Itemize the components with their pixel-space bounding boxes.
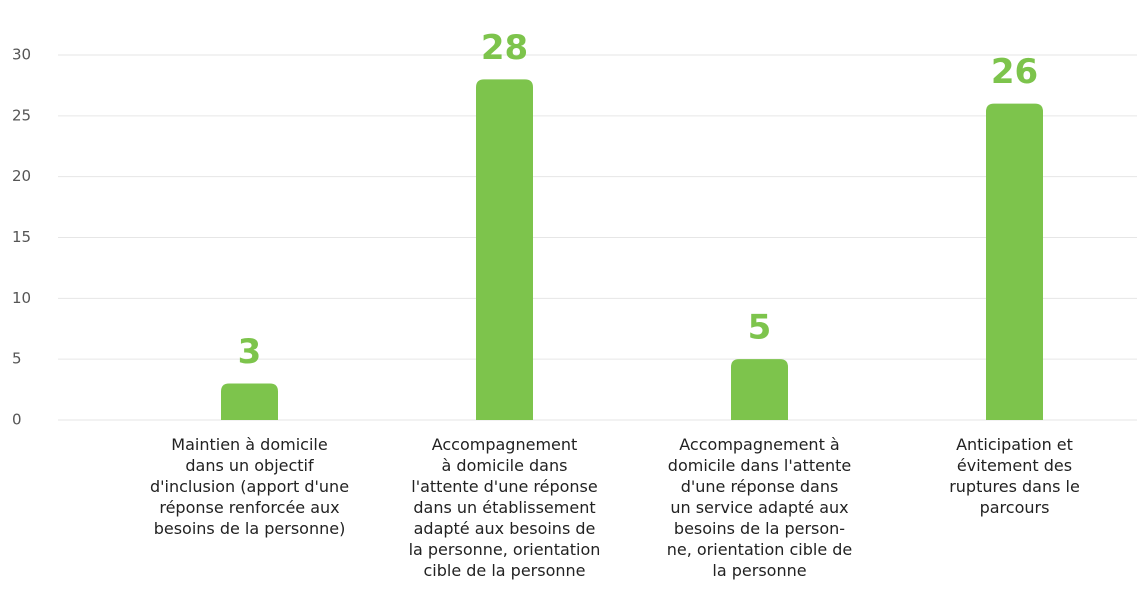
- x-tick-label-line: l'attente d'une réponse: [411, 477, 597, 496]
- x-tick-label-line: Anticipation et: [956, 435, 1073, 454]
- x-tick-label-line: dans un objectif: [185, 456, 314, 475]
- value-label: 5: [748, 308, 772, 348]
- bar: [476, 79, 533, 420]
- x-tick-label-line: Accompagnement à: [679, 435, 839, 454]
- y-tick-label: 30: [12, 46, 31, 64]
- x-tick-label: Accompagnement à domicile dans l'attente d…: [667, 435, 853, 580]
- x-tick-label-line: la personne, orientation: [409, 540, 601, 559]
- x-tick-label-line: d'inclusion (apport d'une: [150, 477, 349, 496]
- y-tick-label: 5: [12, 350, 22, 368]
- value-label: 3: [238, 332, 262, 372]
- bar: [731, 359, 788, 420]
- y-tick-label: 0: [12, 411, 22, 429]
- x-tick-label-line: évitement des: [957, 456, 1072, 475]
- bar: [221, 383, 278, 420]
- y-tick-label: 15: [12, 228, 31, 246]
- y-tick-label: 25: [12, 106, 31, 124]
- x-tick-label-line: dans un établissement: [413, 498, 595, 517]
- x-tick-label-line: ne, orientation cible de: [667, 540, 853, 559]
- x-tick-label: Accompagnement à domicile dans l'attente d…: [409, 435, 601, 580]
- x-tick-label: Anticipation et évitement des ruptures dan…: [949, 435, 1080, 517]
- x-tick-label-line: domicile dans l'attente: [668, 456, 851, 475]
- x-tick-label-line: Accompagnement: [432, 435, 578, 454]
- x-tick-label-line: Maintien à domicile: [171, 435, 327, 454]
- x-tick-label-line: réponse renforcée aux: [159, 498, 339, 517]
- x-tick-label-line: cible de la personne: [423, 561, 585, 580]
- x-tick-label-line: adapté aux besoins de: [414, 519, 596, 538]
- x-tick-label-line: besoins de la person-: [674, 519, 845, 538]
- bar: [986, 103, 1043, 421]
- x-tick-label-line: parcours: [980, 498, 1050, 517]
- x-tick-label-line: un service adapté aux: [670, 498, 848, 517]
- x-tick-label-line: à domicile dans: [442, 456, 568, 475]
- x-tick-label-line: d'une réponse dans: [681, 477, 839, 496]
- y-tick-label: 20: [12, 167, 31, 185]
- x-tick-label-line: besoins de la personne): [154, 519, 346, 538]
- x-tick-label: Maintien à domicile dans un objectif d'inc…: [150, 435, 349, 538]
- x-tick-label-line: ruptures dans le: [949, 477, 1080, 496]
- value-label: 26: [991, 52, 1038, 92]
- x-tick-label-line: la personne: [712, 561, 806, 580]
- y-tick-label: 10: [12, 289, 31, 307]
- value-label: 28: [481, 28, 528, 68]
